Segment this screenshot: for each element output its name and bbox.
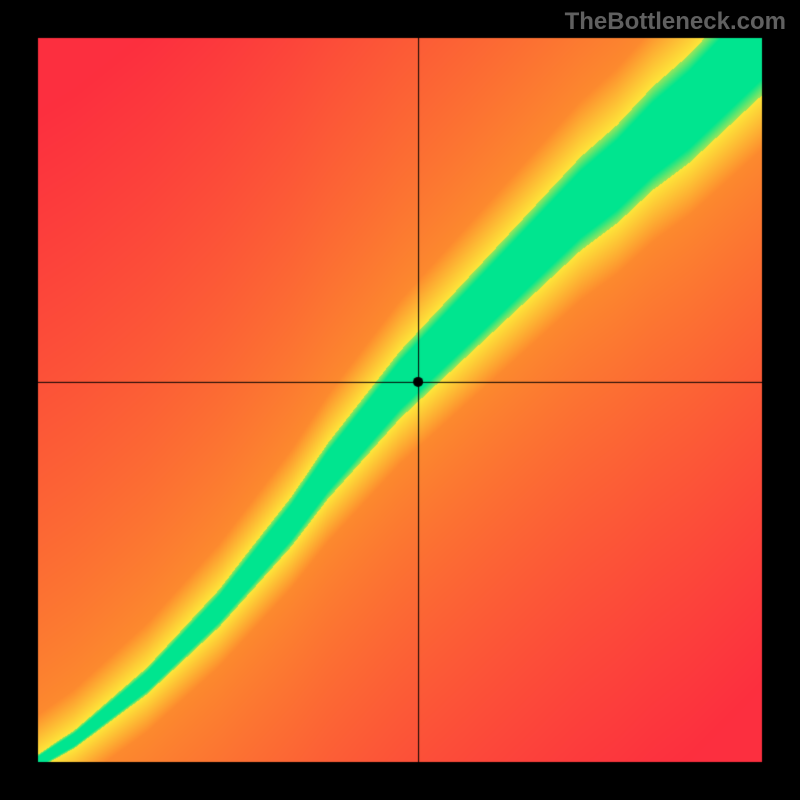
chart-container: TheBottleneck.com — [0, 0, 800, 800]
bottleneck-heatmap — [0, 0, 800, 800]
watermark-text: TheBottleneck.com — [565, 8, 786, 36]
